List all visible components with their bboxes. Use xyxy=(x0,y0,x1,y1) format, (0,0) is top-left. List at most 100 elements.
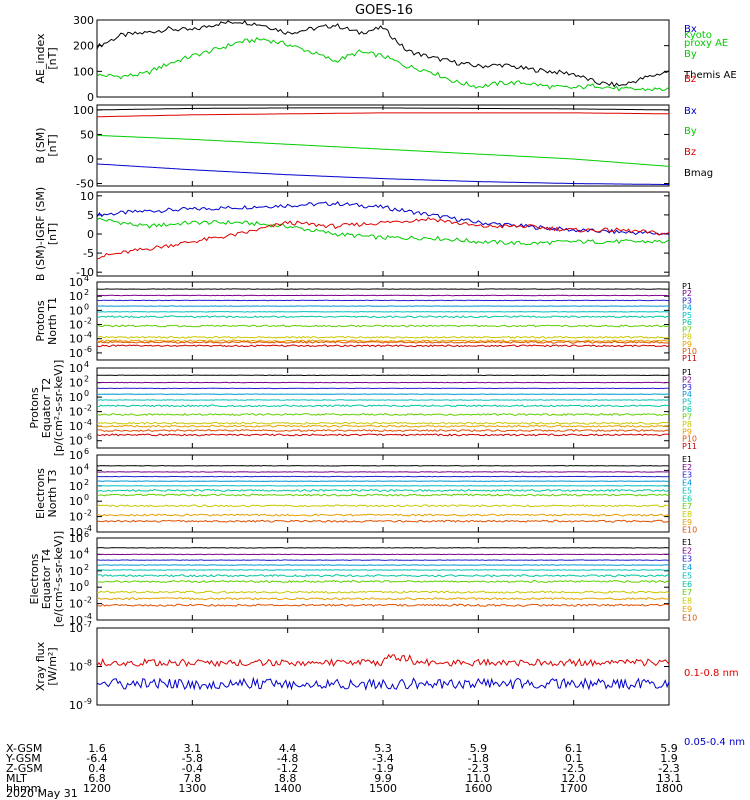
y-axis-label: [nT] xyxy=(46,223,59,245)
y-axis-label: B (SM)-IGRF (SM) xyxy=(34,187,47,281)
y-tick-label: 10 xyxy=(69,699,83,712)
y-tick-exponent: -4 xyxy=(84,418,92,427)
y-tick-label: 10 xyxy=(69,377,83,390)
legend-label: P7 xyxy=(682,325,692,334)
y-tick-exponent: -4 xyxy=(84,331,92,340)
y-tick-exponent: 2 xyxy=(84,478,89,487)
legend-label: P2 xyxy=(682,375,692,384)
ephemeris-value: 1400 xyxy=(274,782,302,795)
channel-line xyxy=(96,547,670,549)
channel-line xyxy=(97,339,670,343)
y-axis-label: Electrons xyxy=(28,553,41,604)
legend-label: P2 xyxy=(682,289,692,298)
channel-line xyxy=(96,471,669,473)
y-tick-exponent: -9 xyxy=(84,697,92,706)
ephemeris-value: 8.8 xyxy=(279,772,297,785)
legend-label: E2 xyxy=(682,546,692,555)
legend-label: P3 xyxy=(682,383,692,392)
y-tick-label: 10 xyxy=(69,495,83,508)
y-tick-exponent: 4 xyxy=(84,360,89,369)
y-tick-label: -50 xyxy=(76,178,94,191)
ephemeris-value: -2.3 xyxy=(468,762,489,775)
channel-line xyxy=(96,504,670,508)
y-tick-exponent: -4 xyxy=(84,524,92,533)
y-tick-label: 10 xyxy=(69,565,83,578)
legend-label: P8 xyxy=(682,420,692,429)
legend-label: Kyoto xyxy=(684,30,712,41)
ephemeris-row-label: hhmm xyxy=(6,782,41,795)
ephemeris-value: 1200 xyxy=(83,782,111,795)
legend-label: proxy AE xyxy=(684,38,728,49)
legend-label: P3 xyxy=(682,296,692,305)
y-tick-label: 0 xyxy=(87,91,94,104)
y-tick-label: 10 xyxy=(69,511,83,524)
channel-line xyxy=(97,340,669,344)
y-tick-label: 10 xyxy=(69,319,83,332)
y-tick-label: 10 xyxy=(69,548,83,561)
channel-line xyxy=(96,344,670,348)
legend-label: P6 xyxy=(682,318,692,327)
y-tick-exponent: 0 xyxy=(84,579,89,588)
legend-label: E5 xyxy=(682,486,692,495)
series-line xyxy=(97,107,669,111)
y-tick-label: 10 xyxy=(69,276,83,289)
channel-line xyxy=(96,597,670,601)
legend-label: E1 xyxy=(682,455,692,464)
y-axis-label: Equator T2 xyxy=(40,378,53,438)
y-axis-label: [nT] xyxy=(46,134,59,156)
y-tick-label: 5 xyxy=(87,209,94,222)
legend-label: P1 xyxy=(682,368,692,377)
y-tick-label: 10 xyxy=(69,391,83,404)
ephemeris-value: 9.9 xyxy=(374,772,392,785)
legend-label: E4 xyxy=(682,479,692,488)
y-tick-exponent: 6 xyxy=(84,447,89,456)
legend-label: 0.1-0.8 nm xyxy=(684,668,739,679)
channel-line xyxy=(96,513,670,517)
y-axis-label: [W/m²] xyxy=(46,647,59,685)
ephemeris-value: 1.9 xyxy=(660,752,678,765)
y-axis-label: [p/(cm²-s-sr-keV)] xyxy=(52,360,65,457)
y-tick-label: 10 xyxy=(80,190,94,203)
ephemeris-value: 5.3 xyxy=(374,742,392,755)
legend-label: E1 xyxy=(682,538,692,547)
y-axis-label: AE_index xyxy=(34,33,47,84)
legend-label: Bz xyxy=(684,147,696,158)
legend-label: E4 xyxy=(682,563,692,572)
y-tick-exponent: 0 xyxy=(84,302,89,311)
series-line xyxy=(96,163,669,185)
legend-label: E6 xyxy=(682,494,692,503)
y-tick-exponent: -2 xyxy=(84,509,92,518)
channel-line xyxy=(96,413,670,416)
legend-label: Bz xyxy=(684,74,696,85)
legend-label: E10 xyxy=(682,526,697,535)
ephemeris-row-label: MLT xyxy=(6,772,27,785)
plot-frame xyxy=(96,537,670,621)
ephemeris-value: -1.9 xyxy=(372,762,393,775)
ephemeris-value: 1500 xyxy=(369,782,397,795)
y-tick-label: 10 xyxy=(69,304,83,317)
channel-line xyxy=(96,590,670,594)
channel-line xyxy=(96,493,670,497)
legend-label: P5 xyxy=(682,398,692,407)
ephemeris-value: 13.1 xyxy=(657,772,682,785)
y-tick-label: 0 xyxy=(87,228,94,241)
plot-frame xyxy=(96,281,670,361)
legend-label: Bx xyxy=(684,106,697,117)
ephemeris-value: -6.4 xyxy=(86,752,107,765)
y-tick-label: 10 xyxy=(69,661,83,674)
y-axis-label: [nT] xyxy=(46,47,59,69)
series-line xyxy=(96,217,670,260)
channel-line xyxy=(96,475,670,478)
ephemeris-value: 6.8 xyxy=(88,772,106,785)
y-tick-exponent: -8 xyxy=(84,659,92,668)
ephemeris-value: 1.6 xyxy=(88,742,106,755)
y-tick-label: 50 xyxy=(80,128,94,141)
y-tick-exponent: -6 xyxy=(84,345,92,354)
legend-label: P11 xyxy=(682,442,697,451)
y-tick-exponent: -2 xyxy=(84,596,92,605)
ephemeris-value: 1700 xyxy=(560,782,588,795)
y-tick-exponent: -6 xyxy=(84,433,92,442)
series-line xyxy=(96,200,670,236)
